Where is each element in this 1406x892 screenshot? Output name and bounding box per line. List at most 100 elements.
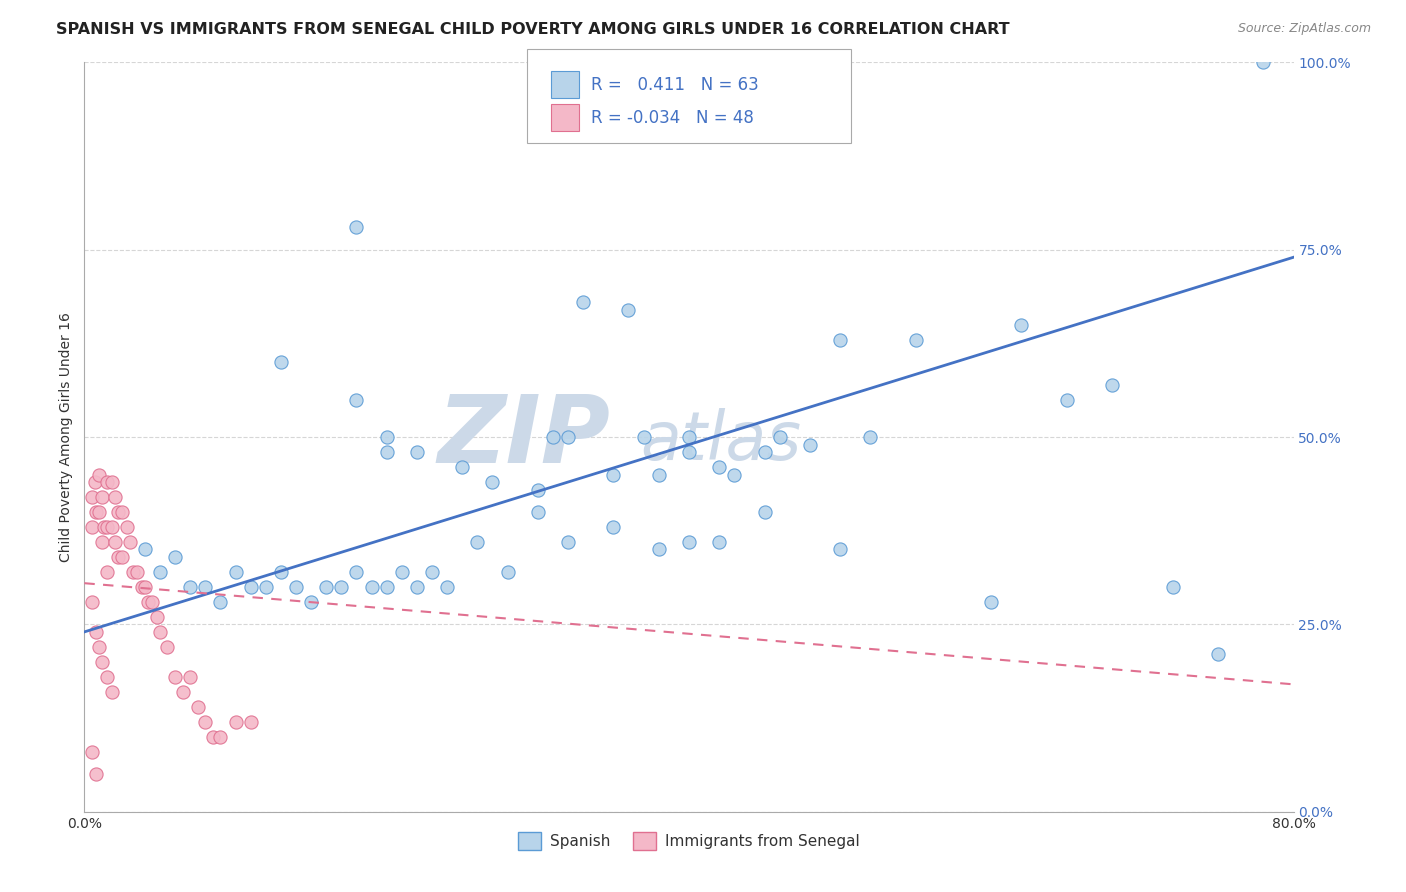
- Point: [375, 445, 398, 459]
- Point: [165, 670, 187, 684]
- Point: [678, 535, 700, 549]
- Point: [602, 520, 624, 534]
- Point: [93, 520, 115, 534]
- Point: [346, 565, 368, 579]
- Point: [467, 535, 489, 549]
- Point: [375, 580, 398, 594]
- Point: [149, 624, 172, 639]
- Point: [648, 467, 671, 482]
- Point: [127, 565, 149, 579]
- Point: [104, 490, 127, 504]
- Point: [86, 505, 108, 519]
- Point: [107, 505, 129, 519]
- Point: [89, 640, 111, 654]
- Point: [91, 655, 114, 669]
- Point: [1011, 318, 1033, 332]
- Point: [107, 549, 129, 564]
- Text: SPANISH VS IMMIGRANTS FROM SENEGAL CHILD POVERTY AMONG GIRLS UNDER 16 CORRELATIO: SPANISH VS IMMIGRANTS FROM SENEGAL CHILD…: [56, 22, 1010, 37]
- Point: [134, 580, 156, 594]
- Point: [830, 333, 852, 347]
- Point: [179, 580, 201, 594]
- Text: R =   0.411   N = 63: R = 0.411 N = 63: [591, 76, 758, 94]
- Point: [201, 730, 224, 744]
- Point: [859, 430, 882, 444]
- Text: ZIP: ZIP: [437, 391, 610, 483]
- Point: [254, 580, 277, 594]
- Point: [723, 467, 745, 482]
- Point: [172, 685, 194, 699]
- Point: [165, 549, 187, 564]
- Point: [406, 580, 429, 594]
- Point: [111, 505, 134, 519]
- Point: [754, 445, 776, 459]
- Point: [330, 580, 353, 594]
- Point: [1161, 580, 1184, 594]
- Point: [572, 295, 595, 310]
- Point: [527, 505, 550, 519]
- Point: [799, 437, 821, 451]
- Point: [451, 460, 474, 475]
- Point: [1056, 392, 1078, 407]
- Point: [709, 460, 731, 475]
- Point: [121, 565, 143, 579]
- Point: [980, 595, 1002, 609]
- Point: [391, 565, 413, 579]
- Point: [209, 730, 232, 744]
- Point: [80, 490, 103, 504]
- Point: [239, 580, 262, 594]
- Point: [527, 483, 550, 497]
- Point: [91, 490, 114, 504]
- Point: [270, 565, 292, 579]
- Point: [84, 475, 107, 489]
- Point: [136, 595, 159, 609]
- Point: [648, 542, 671, 557]
- Point: [1253, 55, 1275, 70]
- Point: [194, 714, 217, 729]
- Point: [86, 767, 108, 781]
- Point: [572, 55, 595, 70]
- Point: [131, 580, 153, 594]
- Text: R = -0.034   N = 48: R = -0.034 N = 48: [591, 109, 754, 127]
- Point: [285, 580, 308, 594]
- Point: [80, 595, 103, 609]
- Point: [96, 475, 118, 489]
- Point: [436, 580, 458, 594]
- Text: atlas: atlas: [641, 408, 801, 474]
- Point: [375, 430, 398, 444]
- Point: [194, 580, 217, 594]
- Point: [146, 610, 169, 624]
- Point: [346, 220, 368, 235]
- Point: [1206, 648, 1229, 662]
- Point: [86, 624, 108, 639]
- Point: [481, 475, 503, 489]
- Point: [91, 535, 114, 549]
- Point: [406, 445, 429, 459]
- Point: [239, 714, 262, 729]
- Point: [225, 714, 247, 729]
- Point: [187, 699, 209, 714]
- Point: [115, 520, 138, 534]
- Point: [209, 595, 232, 609]
- Point: [830, 542, 852, 557]
- Point: [557, 430, 579, 444]
- Point: [420, 565, 443, 579]
- Point: [769, 430, 792, 444]
- Point: [80, 745, 103, 759]
- Point: [617, 302, 640, 317]
- Point: [89, 467, 111, 482]
- Text: Source: ZipAtlas.com: Source: ZipAtlas.com: [1237, 22, 1371, 36]
- Y-axis label: Child Poverty Among Girls Under 16: Child Poverty Among Girls Under 16: [59, 312, 73, 562]
- Point: [80, 520, 103, 534]
- Point: [100, 520, 122, 534]
- Point: [602, 467, 624, 482]
- Point: [315, 580, 337, 594]
- Point: [156, 640, 179, 654]
- Point: [346, 392, 368, 407]
- Point: [633, 430, 655, 444]
- Point: [89, 505, 111, 519]
- Point: [678, 430, 700, 444]
- Point: [100, 475, 122, 489]
- Point: [100, 685, 122, 699]
- Point: [541, 430, 564, 444]
- Point: [96, 520, 118, 534]
